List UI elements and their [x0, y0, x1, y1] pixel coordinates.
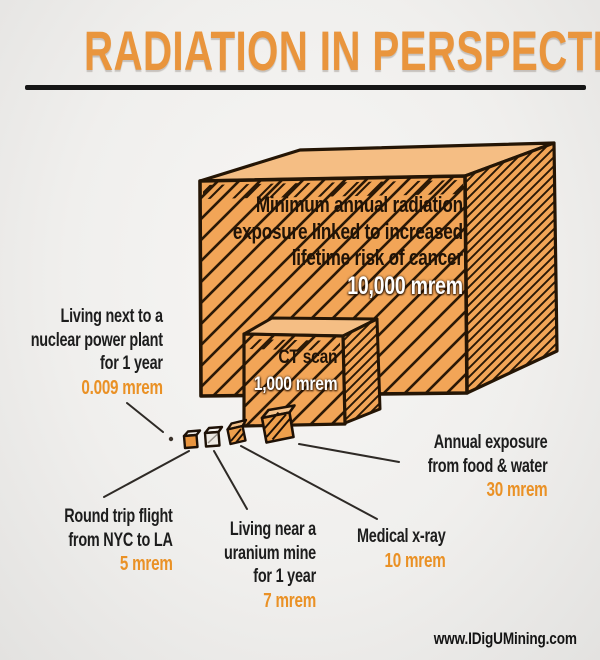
- callout-line: Round trip flight: [64, 506, 174, 527]
- line-uranium: [213, 450, 248, 510]
- big-box-line: lifetime risk of cancer: [291, 245, 463, 270]
- callout-line: uranium mine: [224, 542, 316, 564]
- callout-line: for 1 year: [253, 566, 316, 587]
- callout-lines: [103, 402, 400, 520]
- website-credit: www.IDigUMining.com: [433, 629, 577, 648]
- callout-food-water: Annual exposure from food & water 30 mre…: [427, 431, 547, 503]
- line-xray: [240, 445, 378, 520]
- cube-food-water: [260, 404, 296, 444]
- big-box-label: Minimum annual radiation exposure linked…: [233, 192, 463, 299]
- callout-line: Annual exposure: [433, 432, 547, 453]
- tick-band: [247, 339, 340, 351]
- cube-xray: [226, 418, 248, 446]
- callout-uranium-mine: Living near a uranium mine for 1 year 7 …: [224, 518, 316, 613]
- big-box-value: 10,000 mrem: [347, 271, 463, 300]
- cube-uranium: [203, 425, 224, 448]
- ct-box-title: CT scan: [277, 346, 337, 368]
- ct-scan-box: [242, 316, 382, 428]
- cube-flight: [182, 429, 202, 450]
- callout-line: from NYC to LA: [68, 529, 174, 551]
- callout-nuclear-power-plant: Living next to a nuclear power plant for…: [31, 305, 163, 400]
- ct-box-label: CT scan 1,000 mrem: [253, 344, 338, 398]
- callout-value: 30 mrem: [486, 479, 547, 501]
- big-box-line: Minimum annual radiation: [256, 192, 463, 217]
- callout-line: Living near a: [229, 519, 316, 540]
- title-underline: [25, 85, 586, 90]
- ct-box-value: 1,000 mrem: [253, 373, 338, 395]
- callout-line: for 1 year: [100, 353, 163, 374]
- callout-line: nuclear power plant: [30, 329, 163, 351]
- page-title: RADIATION IN PERSPECTIVE: [83, 19, 600, 82]
- tick-band: [203, 180, 463, 199]
- callout-line: Living next to a: [60, 306, 163, 327]
- line-flight: [103, 450, 190, 498]
- callout-medical-xray: Medical x-ray 10 mrem: [356, 525, 445, 573]
- dot-nuclear-plant: [168, 436, 174, 442]
- callout-line: Medical x-ray: [356, 526, 445, 547]
- callout-line: from food & water: [427, 455, 547, 477]
- callout-flight-nyc-la: Round trip flight from NYC to LA 5 mrem: [64, 505, 174, 577]
- callout-value: 7 mrem: [263, 589, 316, 612]
- line-nuclear: [126, 402, 164, 433]
- callout-value: 10 mrem: [384, 549, 445, 572]
- callout-value: 0.009 mrem: [81, 376, 164, 399]
- big-box-line: exposure linked to increased: [233, 218, 463, 244]
- callout-value: 5 mrem: [120, 553, 173, 575]
- line-food-water: [298, 443, 400, 463]
